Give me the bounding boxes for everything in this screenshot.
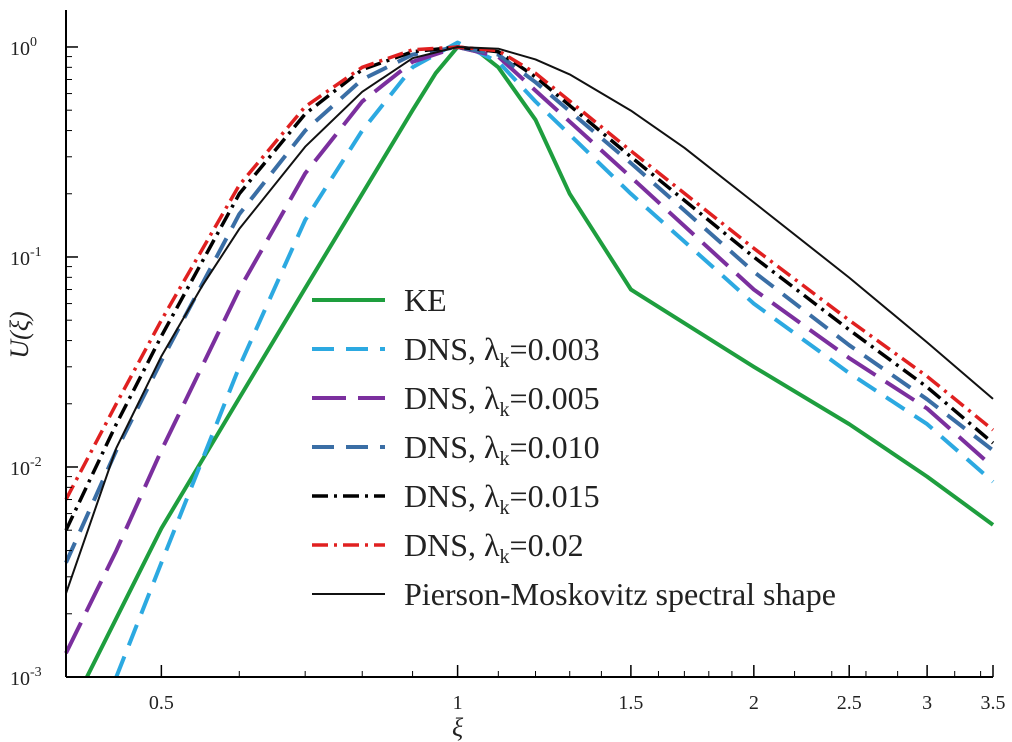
legend-label-3: DNS, λk=0.010: [404, 429, 600, 470]
y-tick-label: 10-2: [10, 455, 42, 480]
x-tick-label: 1: [453, 692, 463, 714]
x-tick-label: 3: [922, 692, 932, 714]
x-tick-label: 2: [749, 692, 759, 714]
x-tick-label: 0.5: [149, 692, 174, 714]
y-tick-label: 10-1: [10, 245, 42, 270]
legend-label-5: DNS, λk=0.02: [404, 527, 584, 568]
legend-label-4: DNS, λk=0.015: [404, 478, 600, 519]
y-tick-label: 10-3: [10, 665, 42, 690]
axes-layer: 0.5 1 1.5 2 2.5 3 3.5 10-3 10-2 10-1 100 ξ U(ξ): [5, 10, 1006, 742]
series-layer: [64, 40, 995, 678]
x-axis-label: ξ: [452, 713, 464, 742]
x-tick-label: 2.5: [837, 692, 862, 714]
legend-label-6: Pierson-Moskovitz spectral shape: [404, 576, 836, 612]
legend-label-1: DNS, λk=0.003: [404, 331, 600, 372]
y-axis-label: U(ξ): [5, 311, 34, 358]
legend: KE DNS, λk=0.003 DNS, λk=0.005 DNS, λk=0.01…: [312, 282, 836, 612]
legend-label-2: DNS, λk=0.005: [404, 380, 600, 421]
x-tick-label: 3.5: [981, 692, 1006, 714]
y-tick-label: 100: [10, 35, 37, 60]
x-tick-label: 1.5: [618, 692, 643, 714]
legend-label-0: KE: [404, 282, 447, 318]
series-line-6: [65, 46, 994, 594]
